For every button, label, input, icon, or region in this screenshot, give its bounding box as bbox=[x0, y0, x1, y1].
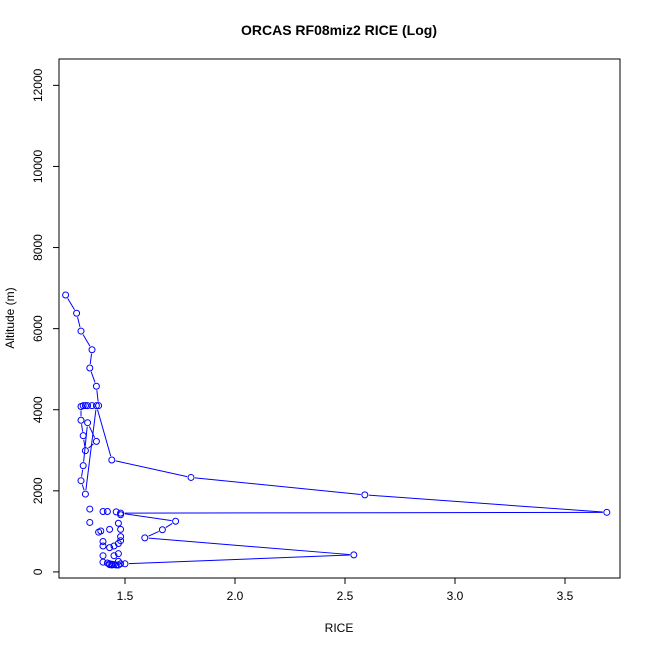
y-tick-label: 10000 bbox=[31, 149, 45, 183]
data-point bbox=[158, 526, 166, 534]
data-point bbox=[79, 432, 87, 440]
data-series bbox=[67, 298, 603, 565]
series-segment bbox=[368, 494, 603, 513]
series-segment bbox=[81, 424, 84, 432]
data-point bbox=[62, 291, 70, 299]
data-point bbox=[77, 416, 85, 424]
series-segment bbox=[96, 390, 99, 402]
y-tick-label: 4000 bbox=[31, 396, 45, 423]
data-point bbox=[84, 419, 92, 427]
data-point bbox=[121, 560, 129, 568]
data-point bbox=[603, 508, 611, 516]
data-point bbox=[77, 327, 85, 335]
data-point bbox=[92, 402, 100, 410]
plot-frame bbox=[58, 58, 621, 579]
data-point bbox=[114, 550, 122, 558]
y-tick-label: 8000 bbox=[31, 234, 45, 261]
data-point bbox=[99, 558, 107, 566]
series-segment bbox=[67, 298, 75, 311]
y-tick-label: 0 bbox=[31, 568, 45, 575]
data-point bbox=[86, 505, 94, 513]
data-points bbox=[62, 291, 611, 569]
data-point bbox=[84, 402, 92, 410]
data-point bbox=[110, 552, 118, 560]
x-tick-label: 3.0 bbox=[447, 589, 464, 603]
data-point bbox=[99, 542, 107, 550]
data-point bbox=[117, 525, 125, 533]
data-point bbox=[106, 525, 114, 533]
data-point bbox=[110, 542, 118, 550]
data-point bbox=[114, 519, 122, 527]
data-point bbox=[141, 534, 149, 542]
data-point bbox=[99, 552, 107, 560]
x-tick-label: 1.5 bbox=[117, 589, 134, 603]
data-point bbox=[99, 508, 107, 516]
series-segment bbox=[85, 409, 97, 491]
series-segment bbox=[83, 439, 86, 447]
data-point bbox=[81, 447, 89, 455]
data-point bbox=[108, 456, 116, 464]
data-point bbox=[79, 462, 87, 470]
series-segment bbox=[124, 513, 172, 522]
data-point bbox=[106, 561, 114, 569]
series-segment bbox=[124, 511, 603, 514]
data-point bbox=[114, 557, 122, 565]
data-point bbox=[77, 477, 85, 485]
data-point bbox=[95, 402, 103, 410]
data-point bbox=[187, 473, 195, 481]
series-segment bbox=[81, 469, 84, 477]
series-segment bbox=[81, 484, 85, 491]
data-point bbox=[92, 437, 100, 445]
data-point bbox=[81, 402, 89, 410]
data-point bbox=[172, 517, 180, 525]
series-segment bbox=[97, 409, 112, 457]
data-point bbox=[88, 346, 96, 354]
series-segment bbox=[89, 353, 93, 365]
series-segment bbox=[82, 334, 91, 347]
data-point bbox=[92, 382, 100, 390]
x-axis-label: RICE bbox=[325, 621, 354, 635]
x-tick-label: 3.5 bbox=[557, 589, 574, 603]
data-point bbox=[86, 518, 94, 526]
series-segment bbox=[83, 426, 88, 462]
x-tick-label: 2.5 bbox=[337, 589, 354, 603]
data-point bbox=[88, 402, 96, 410]
data-point bbox=[77, 402, 85, 410]
x-tick-label: 2.0 bbox=[227, 589, 244, 603]
data-point bbox=[112, 561, 120, 569]
data-point bbox=[117, 533, 125, 541]
data-point bbox=[106, 544, 114, 552]
data-point bbox=[350, 551, 358, 559]
data-point bbox=[99, 538, 107, 546]
series-segment bbox=[115, 460, 188, 478]
series-segment bbox=[148, 537, 350, 556]
y-tick-label: 6000 bbox=[31, 315, 45, 342]
data-point bbox=[117, 511, 125, 519]
x-axis: 1.5 2.0 2.5 3.0 3.5 bbox=[117, 577, 574, 603]
series-segment bbox=[90, 371, 96, 383]
data-point bbox=[73, 309, 81, 317]
data-point bbox=[103, 508, 111, 516]
data-point bbox=[361, 491, 369, 499]
series-segment bbox=[128, 554, 350, 565]
y-axis-label: Altitude (m) bbox=[3, 287, 17, 348]
chart-title: ORCAS RF08miz2 RICE (Log) bbox=[241, 22, 437, 38]
series-segment bbox=[77, 316, 81, 328]
y-tick-label: 2000 bbox=[31, 477, 45, 504]
series-segment bbox=[148, 530, 159, 537]
data-point bbox=[95, 528, 103, 536]
data-point bbox=[81, 490, 89, 498]
series-segment bbox=[194, 477, 361, 495]
series-segment bbox=[165, 522, 173, 529]
y-tick-label: 12000 bbox=[31, 68, 45, 102]
data-point bbox=[86, 364, 94, 372]
series-segment bbox=[88, 426, 96, 438]
y-axis: 0 2000 4000 6000 8000 10000 12000 bbox=[31, 68, 60, 575]
